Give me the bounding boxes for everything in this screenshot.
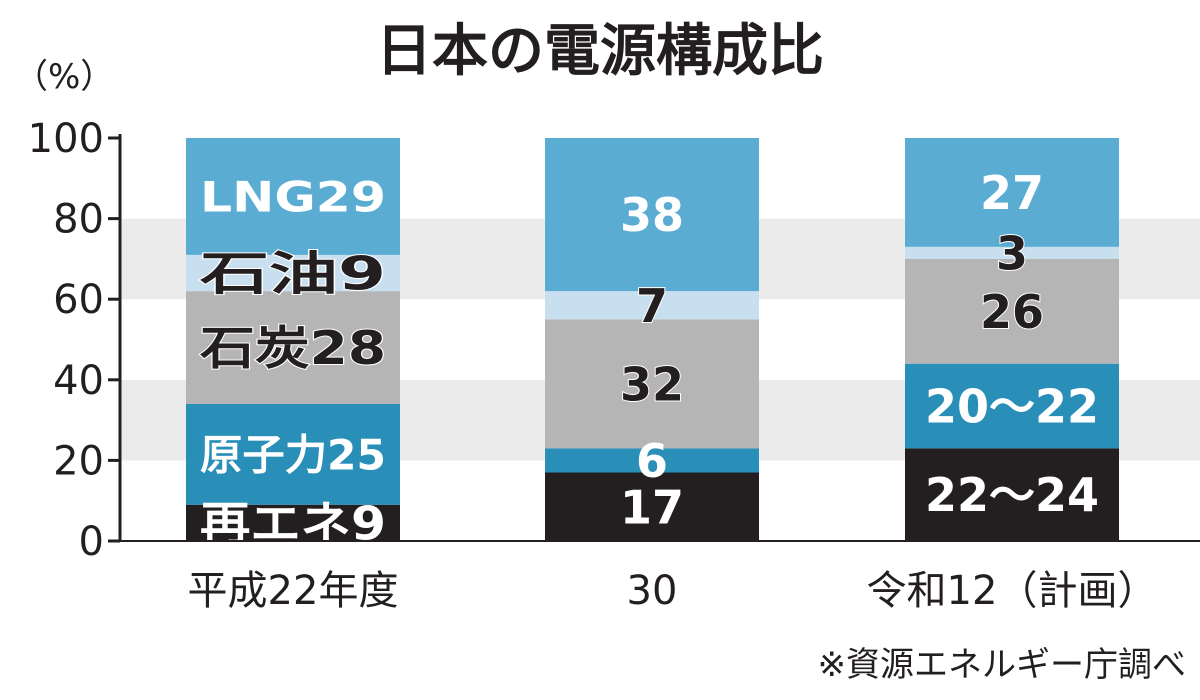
bar-value-label: 26 — [980, 285, 1044, 339]
bar-segment — [186, 254, 400, 292]
bar-value-label: 原子力25 — [200, 430, 386, 479]
bar-segment — [186, 403, 400, 505]
bar-value-label: 27 — [980, 166, 1044, 220]
x-category-label: 令和12（計画） — [867, 568, 1158, 614]
bar-segment — [905, 258, 1119, 364]
bar-segment — [905, 246, 1119, 259]
bar-segment — [545, 138, 759, 292]
y-tick-label: 60 — [53, 277, 104, 323]
bar-segment — [545, 291, 759, 320]
y-tick-label: 80 — [53, 197, 104, 243]
bar-value-label: 22～24 — [925, 468, 1099, 522]
bar-value-label: 石炭28 — [200, 321, 386, 375]
y-tick-label: 0 — [79, 519, 104, 565]
source-note: ※資源エネルギー庁調べ — [818, 645, 1187, 685]
bar-value-label: 32 — [620, 357, 684, 411]
bar-value-label: 7 — [636, 279, 668, 333]
bar-value-label: 38 — [620, 188, 684, 242]
bar-value-label: 6 — [636, 434, 668, 488]
x-category-label: 30 — [627, 568, 678, 614]
bar-segment — [186, 504, 400, 541]
bar-segment — [186, 291, 400, 404]
bars: 再エネ9原子力25石炭28石油9LNG291763273822～2420～222… — [186, 138, 1119, 550]
y-axis: 0 20 40 60 80 100 — [28, 116, 1200, 565]
bar-value-label: LNG29 — [200, 173, 386, 222]
bar-value-label: 石油9 — [200, 247, 386, 301]
bar-segment — [905, 363, 1119, 449]
y-tick-label: 100 — [28, 116, 104, 162]
bar-value-label: 再エネ9 — [200, 496, 386, 550]
bar-value-label: 20～22 — [925, 380, 1099, 434]
bar-value-label: 3 — [996, 226, 1028, 280]
bar-segment — [905, 448, 1119, 541]
x-axis-labels: 平成22年度 30 令和12（計画） — [188, 568, 1158, 614]
x-category-label: 平成22年度 — [188, 568, 399, 614]
chart-title: 日本の電源構成比 — [376, 19, 824, 84]
bar-segment — [905, 138, 1119, 247]
bar-segment — [186, 138, 400, 255]
y-tick-label: 40 — [53, 358, 104, 404]
bar-value-label: 17 — [620, 480, 684, 534]
bar-segment — [545, 448, 759, 473]
y-unit-label: （%） — [14, 57, 114, 97]
y-tick-label: 20 — [53, 438, 104, 484]
bar-segment — [545, 472, 759, 541]
bar-segment — [545, 319, 759, 449]
